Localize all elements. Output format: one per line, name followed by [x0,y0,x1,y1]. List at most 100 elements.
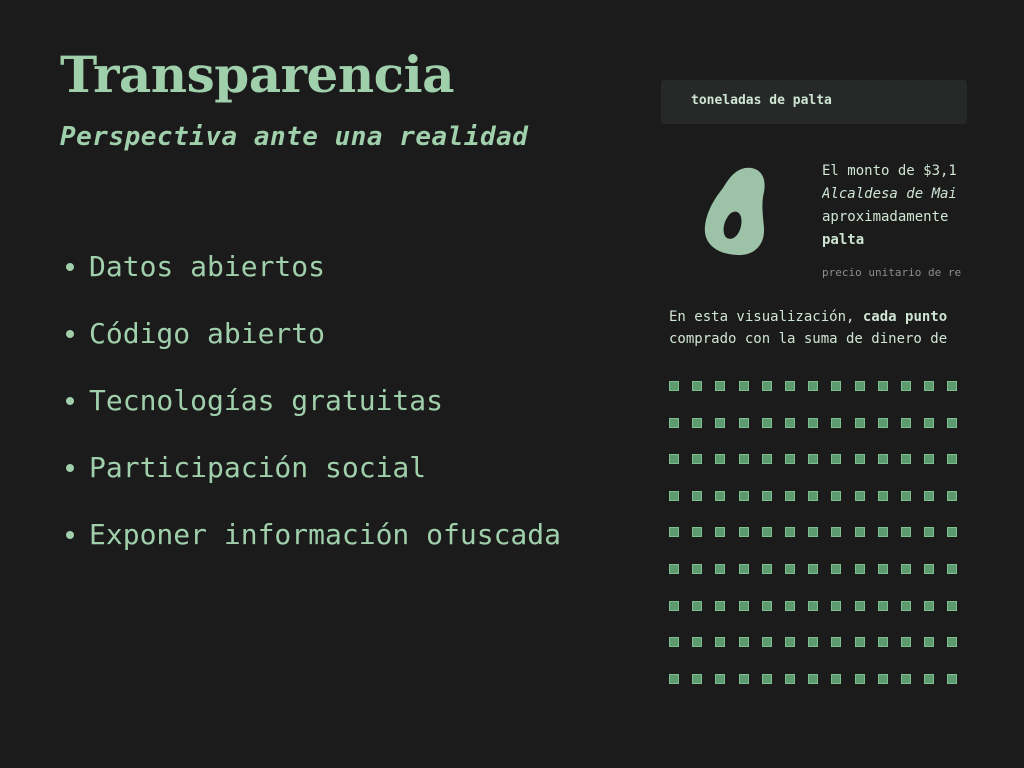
price-note: precio unitario de re [822,266,962,279]
grid-dot [692,527,702,537]
slide-subtitle: Perspectiva ante una realidad [60,122,529,152]
bullet-list: Datos abiertos Código abierto Tecnología… [60,233,561,568]
grid-dot [715,454,725,464]
explanation-bold-text: cada punto [862,309,948,325]
avocado-icon [704,167,765,256]
bullet-dot-icon [66,463,74,472]
grid-dot [924,674,934,684]
grid-dot [692,454,702,464]
grid-dot [855,564,865,574]
grid-dot [924,564,934,574]
grid-dot [762,527,772,537]
grid-dot [739,454,749,464]
grid-dot [947,637,957,647]
grid-dot [831,637,841,647]
grid-dot [947,527,957,537]
bullet-text: Participación social [89,450,427,484]
grid-dot [831,381,841,391]
grid-dot [739,564,749,574]
grid-dot [878,674,888,684]
grid-dot [692,564,702,574]
grid-dot [947,601,957,611]
grid-dot [715,637,725,647]
grid-dot [924,637,934,647]
grid-dot [901,637,911,647]
grid-dot [878,491,888,501]
grid-dot [762,601,772,611]
description-line: Alcaldesa de Mai [822,186,957,202]
grid-dot [739,527,749,537]
grid-dot [785,418,795,428]
grid-dot [715,418,725,428]
grid-dot [855,674,865,684]
grid-dot [762,381,772,391]
grid-dot [785,454,795,464]
grid-dot [739,418,749,428]
panel-header: toneladas de palta [661,80,967,124]
grid-dot [669,527,679,537]
grid-dot [808,418,818,428]
grid-dot [831,527,841,537]
grid-dot [947,674,957,684]
grid-dot [924,454,934,464]
grid-dot [855,418,865,428]
grid-dot [901,564,911,574]
bullet-text: Exponer información ofuscada [89,517,562,551]
grid-dot [669,454,679,464]
grid-dot [785,637,795,647]
description-line: aproximadamente [822,209,949,225]
grid-dot [878,564,888,574]
grid-dot [947,454,957,464]
panel-header-label: toneladas de palta [691,93,832,108]
slide-title: Transparencia [60,45,455,104]
description-line: El monto de $3,1 [822,163,957,179]
grid-dot [947,491,957,501]
grid-dot [808,527,818,537]
grid-dot [901,381,911,391]
grid-dot [762,674,772,684]
grid-dot [715,381,725,391]
grid-dot [831,454,841,464]
grid-dot [762,564,772,574]
grid-dot [669,637,679,647]
bullet-item: Participación social [60,434,561,501]
bullet-dot-icon [66,329,74,338]
grid-dot [855,637,865,647]
grid-dot [785,381,795,391]
grid-dot [924,418,934,428]
grid-dot [739,601,749,611]
grid-dot [808,637,818,647]
grid-dot [878,601,888,611]
grid-dot [831,491,841,501]
grid-dot [808,454,818,464]
grid-dot [855,527,865,537]
grid-dot [831,674,841,684]
grid-dot [785,674,795,684]
grid-dot [692,674,702,684]
grid-dot [715,564,725,574]
grid-dot [901,601,911,611]
grid-dot [901,674,911,684]
grid-dot [739,674,749,684]
visualization-explanation: En esta visualización, cada punto compra… [669,306,967,350]
explanation-line: En esta visualización, cada punto [669,306,967,328]
grid-dot [715,527,725,537]
bullet-item: Código abierto [60,300,561,367]
grid-dot [901,454,911,464]
grid-dot [669,674,679,684]
grid-dot [855,381,865,391]
grid-dot [762,637,772,647]
grid-dot [785,601,795,611]
grid-dot [762,491,772,501]
grid-dot [924,381,934,391]
grid-dot [715,491,725,501]
grid-dot [947,418,957,428]
grid-dot [692,637,702,647]
explanation-line: comprado con la suma de dinero de [669,331,948,347]
bullet-dot-icon [66,262,74,271]
grid-dot [739,381,749,391]
grid-dot [901,491,911,501]
grid-dot [808,674,818,684]
bullet-text: Datos abiertos [89,249,326,283]
grid-dot [762,454,772,464]
